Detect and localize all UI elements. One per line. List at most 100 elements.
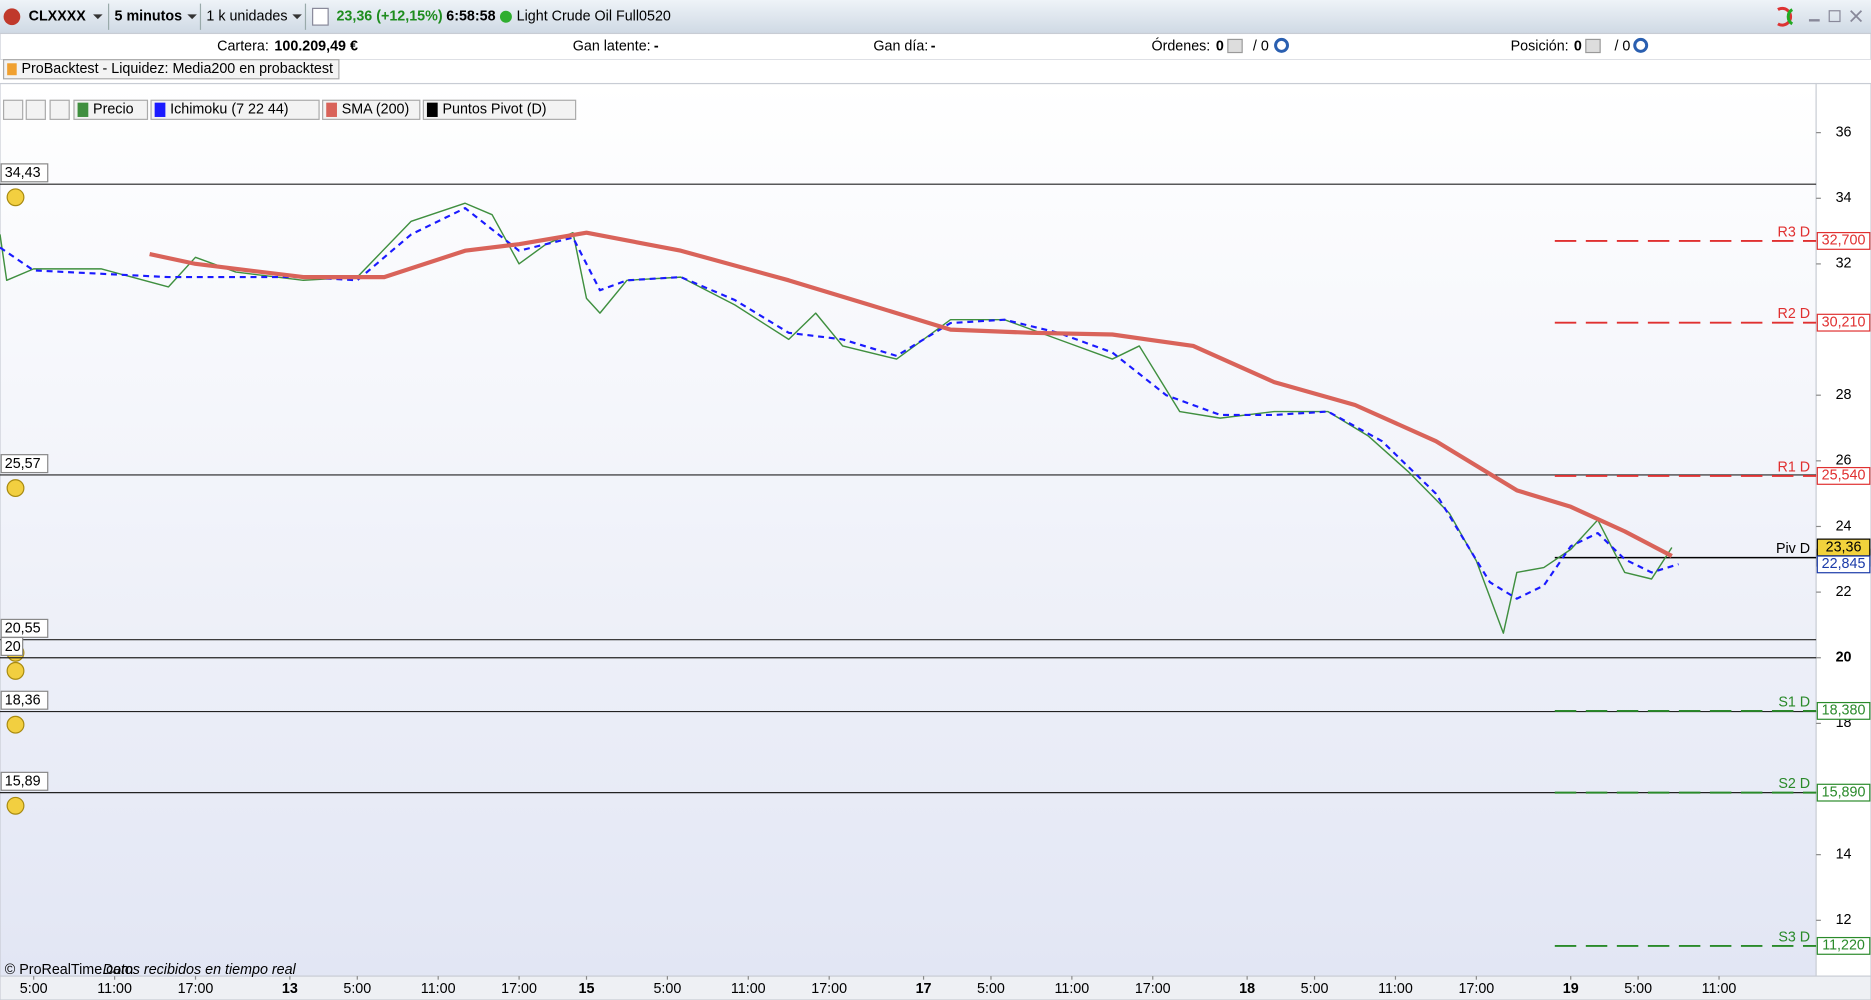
price-tag	[1816, 555, 1871, 574]
dropdown-arrow	[292, 14, 302, 20]
pivot-name: S2 D	[1778, 776, 1810, 792]
alert-bell[interactable]	[6, 479, 25, 498]
toolbar	[0, 0, 1871, 34]
legend-button[interactable]	[150, 99, 320, 120]
x-tick-label: 11:00	[1702, 981, 1737, 997]
level-label-box	[0, 454, 49, 474]
pivot-name: Piv D	[1776, 541, 1810, 557]
alert-bell[interactable]	[6, 188, 25, 207]
pivot-tag	[1816, 701, 1871, 720]
pivot-tag	[1816, 783, 1871, 802]
value: / 0	[1253, 38, 1269, 54]
minimize[interactable]	[1808, 19, 1820, 22]
legend-button[interactable]	[322, 99, 421, 120]
indicator-bar: Precio Ichimoku (7 22 44) SMA (200) Puntos …	[2, 99, 577, 120]
x-tick-label: 11:00	[1378, 981, 1413, 997]
pivot-value: 15,890	[1822, 784, 1866, 800]
pivot-name: R1 D	[1778, 459, 1811, 475]
x-tick-label: 15	[579, 981, 595, 997]
legend-label: Ichimoku (7 22 44)	[170, 102, 288, 118]
pivot-name: R3 D	[1778, 224, 1811, 240]
alert-bell[interactable]	[6, 715, 25, 734]
legend-label: Puntos Pivot (D)	[442, 102, 546, 118]
y-tick-label: 24	[1836, 518, 1852, 534]
level-label-box	[0, 690, 49, 710]
time-axis	[0, 975, 1871, 1000]
x-tick-label: 18	[1239, 981, 1255, 997]
change: 23,36 (+12,15%)	[336, 9, 442, 25]
y-tick-label: 34	[1836, 190, 1852, 206]
level-label: 20	[5, 639, 21, 655]
restore[interactable]	[1828, 10, 1841, 23]
cancel-icon[interactable]	[1227, 38, 1243, 54]
info-icon[interactable]	[312, 7, 329, 26]
settings-icon[interactable]	[1633, 37, 1649, 53]
feed-status: Datos recibidos en tiempo real	[103, 962, 297, 978]
legend-swatch	[326, 102, 337, 117]
pivot-tag	[1816, 466, 1871, 485]
series-line	[0, 202, 1673, 634]
y-tick-label: 26	[1836, 453, 1852, 469]
x-tick-label: 5:00	[343, 981, 371, 997]
pivot-name: R2 D	[1778, 306, 1811, 322]
y-tick-label: 36	[1836, 124, 1852, 140]
legend-swatch	[77, 102, 89, 117]
x-tick-label: 5:00	[977, 981, 1005, 997]
settings-icon[interactable]	[1274, 37, 1289, 53]
price-tag-label: 22,845	[1822, 556, 1866, 572]
symbol[interactable]: CLXXXX	[29, 9, 87, 25]
cancel-icon[interactable]	[1585, 38, 1601, 54]
y-tick-label: 28	[1836, 387, 1852, 403]
pivot-value: 18,380	[1822, 703, 1866, 719]
alert-bell[interactable]	[6, 661, 25, 680]
x-tick-label: 11:00	[731, 981, 766, 997]
x-tick-label: 5:00	[1624, 981, 1652, 997]
refresh-icon[interactable]	[1786, 8, 1794, 26]
x-tick-label: 19	[1563, 981, 1579, 997]
level-label: 34,43	[5, 165, 41, 181]
sell-button[interactable]	[25, 99, 46, 120]
status-dot	[499, 10, 512, 23]
backtest-bar	[0, 59, 1871, 84]
y-tick-label: 32	[1836, 256, 1852, 272]
backtest-label: ProBacktest - Liquidez: Media200 en prob…	[21, 61, 333, 77]
pivot-tag	[1816, 936, 1871, 955]
level-label-box	[0, 618, 49, 638]
alert-button[interactable]	[2, 99, 24, 120]
legend-label: Precio	[93, 102, 134, 118]
x-tick-label: 11:00	[97, 981, 132, 997]
y-tick-label: 14	[1836, 846, 1852, 862]
refresh-icon[interactable]	[1777, 6, 1792, 27]
legend-button[interactable]	[73, 99, 149, 120]
copyright: © ProRealTime.com	[5, 962, 133, 978]
legend-button[interactable]	[422, 99, 577, 120]
close[interactable]	[1850, 10, 1863, 23]
price-tag-label: 23,36	[1826, 539, 1862, 555]
level-label-box	[0, 771, 49, 791]
backtest-tab[interactable]	[2, 59, 340, 80]
pivot-tag	[1816, 313, 1871, 332]
label: Órdenes:	[1151, 37, 1210, 54]
level-label: 15,89	[5, 774, 41, 790]
value: -	[654, 38, 659, 54]
level-label: 20,55	[5, 621, 41, 637]
x-tick-label: 11:00	[1055, 981, 1090, 997]
legend-label: SMA (200)	[342, 102, 410, 118]
clock: 6:58:58	[446, 9, 495, 25]
label: Gan día:	[873, 38, 928, 54]
account-bar	[0, 32, 1871, 61]
alert-bell[interactable]	[6, 796, 25, 815]
legend-swatch	[154, 102, 166, 117]
level-label-box	[0, 163, 49, 183]
x-tick-label: 11:00	[421, 981, 456, 997]
interval[interactable]: 5 minutos	[115, 9, 183, 25]
backtest-icon	[7, 63, 17, 76]
units[interactable]: 1 k unidades	[206, 9, 287, 25]
pivot-value: 30,210	[1822, 314, 1866, 330]
x-tick-label: 5:00	[20, 981, 48, 997]
level-label: 18,36	[5, 693, 41, 709]
x-tick-label: 17:00	[1458, 981, 1494, 997]
buy-button[interactable]	[49, 99, 70, 120]
x-tick-label: 17:00	[811, 981, 847, 997]
